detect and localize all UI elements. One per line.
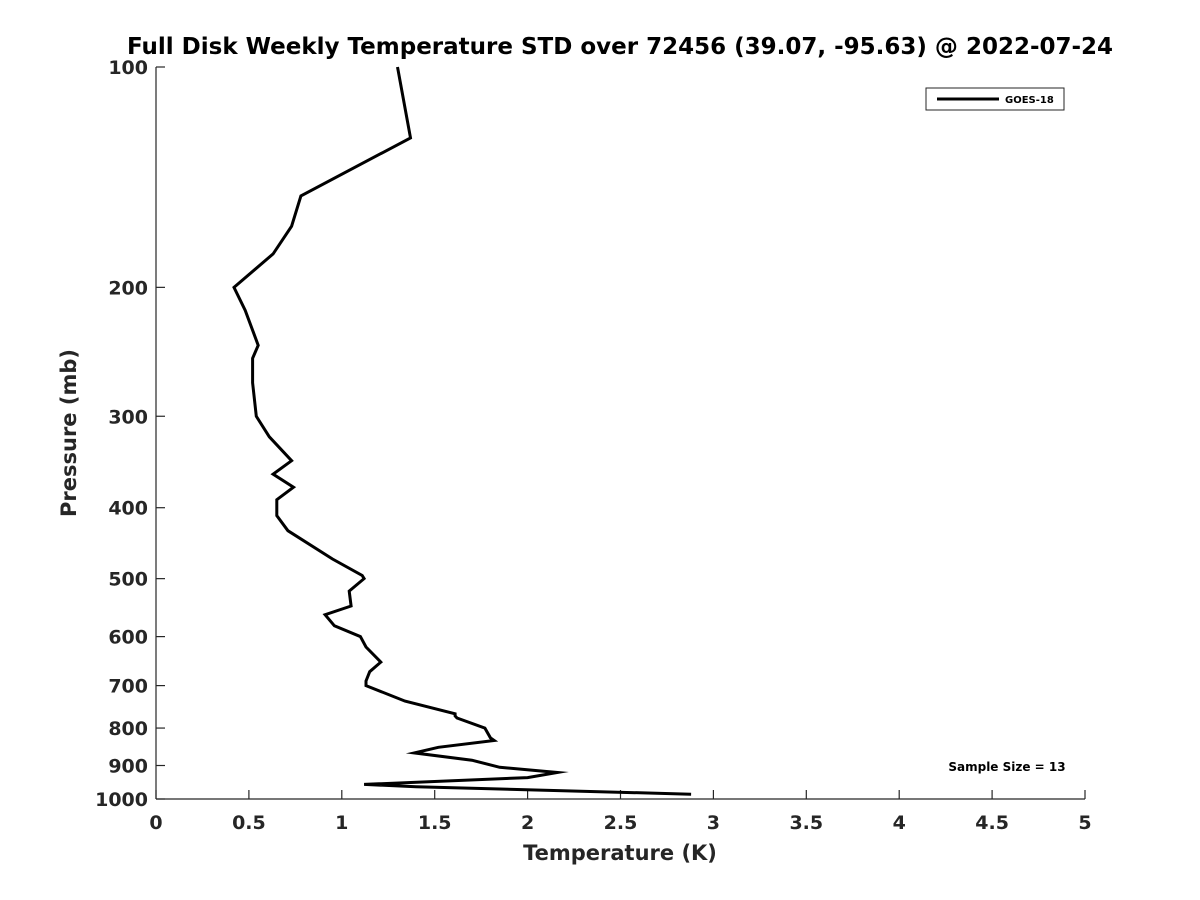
x-tick-label: 2 (521, 812, 534, 834)
y-tick-label: 1000 (95, 789, 148, 811)
y-tick-label: 500 (108, 569, 148, 591)
x-axis-ticks: 0 0.5 1 1.5 2 2.5 3 3.5 4 4.5 5 (149, 790, 1092, 834)
y-tick-label: 400 (108, 498, 148, 520)
y-tick-label: 100 (108, 57, 148, 79)
series-layer (232, 66, 692, 796)
x-tick-label: 0 (149, 812, 162, 834)
y-tick-label: 800 (108, 718, 148, 740)
y-axis-label: Pressure (mb) (57, 349, 81, 517)
x-tick-label: 1.5 (418, 812, 452, 834)
x-tick-label: 4.5 (975, 812, 1009, 834)
x-tick-label: 3.5 (789, 812, 823, 834)
x-tick-label: 2.5 (604, 812, 638, 834)
y-tick-label: 600 (108, 627, 148, 649)
x-axis-label: Temperature (K) (523, 841, 717, 865)
chart-title: Full Disk Weekly Temperature STD over 72… (127, 34, 1113, 60)
legend: GOES-18 (925, 87, 1065, 111)
sample-size-annotation: Sample Size = 13 (948, 760, 1065, 774)
y-tick-label: 300 (108, 406, 148, 428)
y-tick-label: 700 (108, 676, 148, 698)
plot-area (156, 67, 1085, 799)
y-axis-ticks: 100 200 300 400 500 600 700 800 900 1000 (95, 57, 165, 811)
x-tick-label: 0.5 (232, 812, 266, 834)
x-tick-label: 5 (1078, 812, 1091, 834)
legend-entry-label: GOES-18 (1005, 95, 1054, 106)
series-line-goes-18 (232, 66, 692, 796)
y-tick-label: 200 (108, 277, 148, 299)
x-tick-label: 3 (707, 812, 720, 834)
y-tick-label: 900 (108, 756, 148, 778)
x-tick-label: 4 (893, 812, 906, 834)
x-tick-label: 1 (335, 812, 348, 834)
